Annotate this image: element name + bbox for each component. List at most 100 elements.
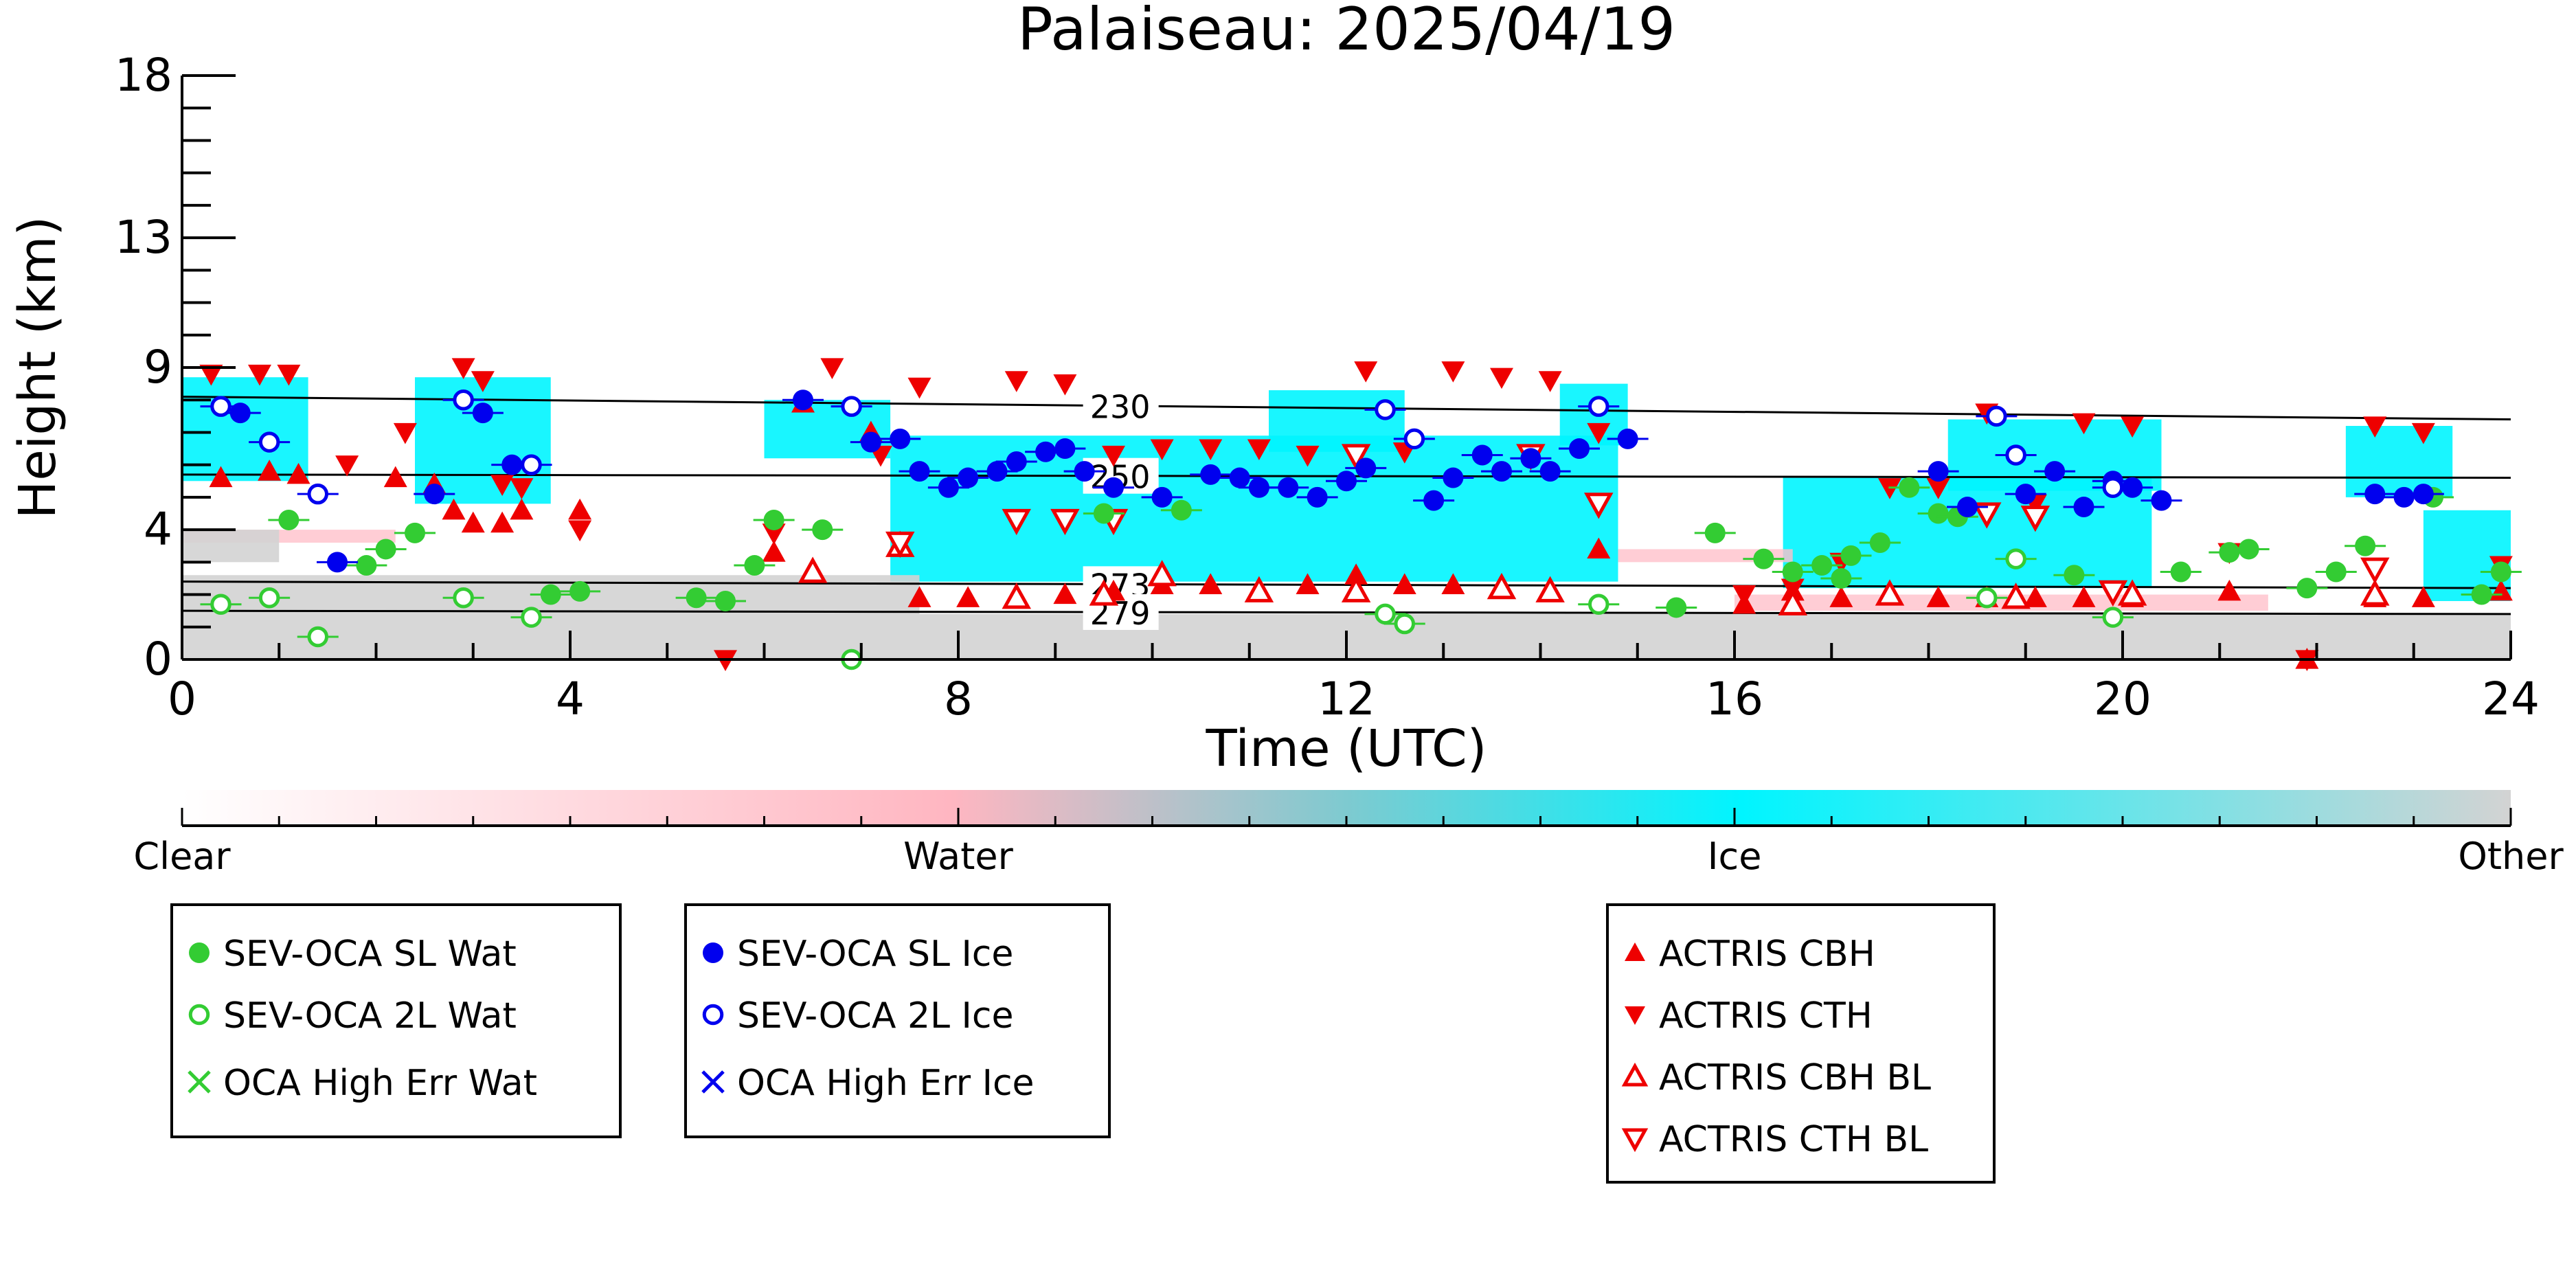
legend-label: SEV-OCA SL Wat xyxy=(223,934,517,975)
data-point xyxy=(453,587,474,609)
legend-box: SEV-OCA SL Wat SEV-OCA 2L Wat OCA High Err… xyxy=(170,903,622,1138)
data-point xyxy=(2098,580,2128,607)
data-point xyxy=(258,431,280,453)
data-point xyxy=(2005,548,2026,569)
data-point xyxy=(1375,399,1396,420)
data-point xyxy=(1490,368,1513,389)
x-tick-label: 8 xyxy=(944,673,973,725)
colorbar-label: Ice xyxy=(1708,835,1762,878)
data-point xyxy=(1171,499,1192,521)
legend-marker xyxy=(702,1004,724,1026)
data-point xyxy=(956,586,980,607)
data-point xyxy=(1487,572,1517,600)
legend-frame xyxy=(1606,903,1996,1184)
data-point xyxy=(1972,502,2002,529)
data-point xyxy=(1278,477,1299,498)
isotherm-label-bg xyxy=(1083,387,1159,424)
data-point xyxy=(471,371,495,392)
series-sev-oca-sl-wat xyxy=(268,477,2522,618)
data-point xyxy=(1666,597,1687,618)
data-point xyxy=(2296,578,2318,599)
data-point xyxy=(405,522,425,543)
data-point xyxy=(2073,497,2094,518)
data-point xyxy=(1539,461,1561,482)
data-point xyxy=(451,358,475,379)
cloud-layer-other xyxy=(182,530,280,563)
data-point xyxy=(2363,416,2387,438)
y-axis-label: Height (km) xyxy=(8,216,67,519)
data-point xyxy=(2072,413,2096,435)
data-point xyxy=(1878,478,1901,499)
data-point xyxy=(1344,563,1368,585)
y-tick-label: 9 xyxy=(144,341,172,394)
isotherm-label: 230 xyxy=(1090,388,1151,425)
legend-marker xyxy=(1625,942,1645,961)
data-point xyxy=(356,555,377,576)
data-point xyxy=(2023,586,2047,607)
data-point xyxy=(1103,477,1124,498)
data-point xyxy=(461,511,485,533)
data-point xyxy=(209,466,233,488)
data-point xyxy=(1053,583,1077,605)
data-point xyxy=(1229,467,1250,488)
data-point xyxy=(938,477,959,498)
data-point xyxy=(229,403,251,424)
data-point xyxy=(1423,490,1445,511)
isotherm-line xyxy=(181,396,2511,421)
data-point xyxy=(2393,486,2415,508)
legend-box: ACTRIS CBH ACTRIS CTH ACTRIS CBH BL ACTRIS … xyxy=(1606,903,1996,1184)
x-tick-label: 20 xyxy=(2094,673,2151,725)
data-point xyxy=(1443,467,1464,488)
data-point xyxy=(885,531,915,558)
data-point xyxy=(860,431,881,453)
data-point xyxy=(1831,567,1852,589)
legend-marker xyxy=(188,1070,211,1094)
data-point xyxy=(2355,535,2376,556)
data-point xyxy=(909,461,930,482)
data-point xyxy=(1151,486,1173,508)
data-point xyxy=(521,454,542,475)
data-point xyxy=(2217,579,2241,601)
data-point xyxy=(1035,441,1057,462)
legend-marker xyxy=(703,942,723,963)
series-sev-oca-2l-wat xyxy=(200,548,2134,670)
data-point xyxy=(2151,490,2172,511)
data-point xyxy=(490,475,515,496)
data-point xyxy=(1394,613,1415,635)
x-tick-label: 24 xyxy=(2482,673,2540,725)
data-point xyxy=(307,626,328,648)
data-point xyxy=(307,483,328,505)
cloud-layer-ice xyxy=(2345,426,2453,497)
data-point xyxy=(375,539,396,560)
data-point xyxy=(1587,537,1611,559)
colorbar-label: Other xyxy=(2458,835,2564,878)
data-point xyxy=(1569,438,1590,460)
data-point xyxy=(1199,573,1223,594)
data-point xyxy=(1247,439,1271,461)
data-point xyxy=(1307,486,1328,508)
data-point xyxy=(2238,539,2259,560)
data-point xyxy=(1392,573,1416,594)
data-point xyxy=(1341,444,1371,471)
series-actris-cbh-bl xyxy=(798,530,2390,615)
data-point xyxy=(453,389,474,411)
data-point xyxy=(2102,607,2124,628)
data-point xyxy=(715,591,736,611)
data-point xyxy=(2360,557,2390,584)
data-point xyxy=(744,555,765,576)
data-point xyxy=(2170,561,2191,583)
data-point xyxy=(1778,589,1807,615)
data-point xyxy=(383,466,407,488)
data-point xyxy=(1244,576,1274,602)
data-point xyxy=(424,484,445,505)
data-point xyxy=(798,556,828,583)
data-point xyxy=(2005,444,2026,466)
data-point xyxy=(510,478,534,499)
data-point xyxy=(1491,461,1512,482)
data-point xyxy=(1102,445,1125,467)
y-tick-label: 13 xyxy=(115,211,172,264)
x-tick-label: 0 xyxy=(168,673,196,725)
legend-label: SEV-OCA 2L Wat xyxy=(223,995,517,1037)
legend-frame xyxy=(170,903,622,1138)
data-point xyxy=(199,364,223,386)
